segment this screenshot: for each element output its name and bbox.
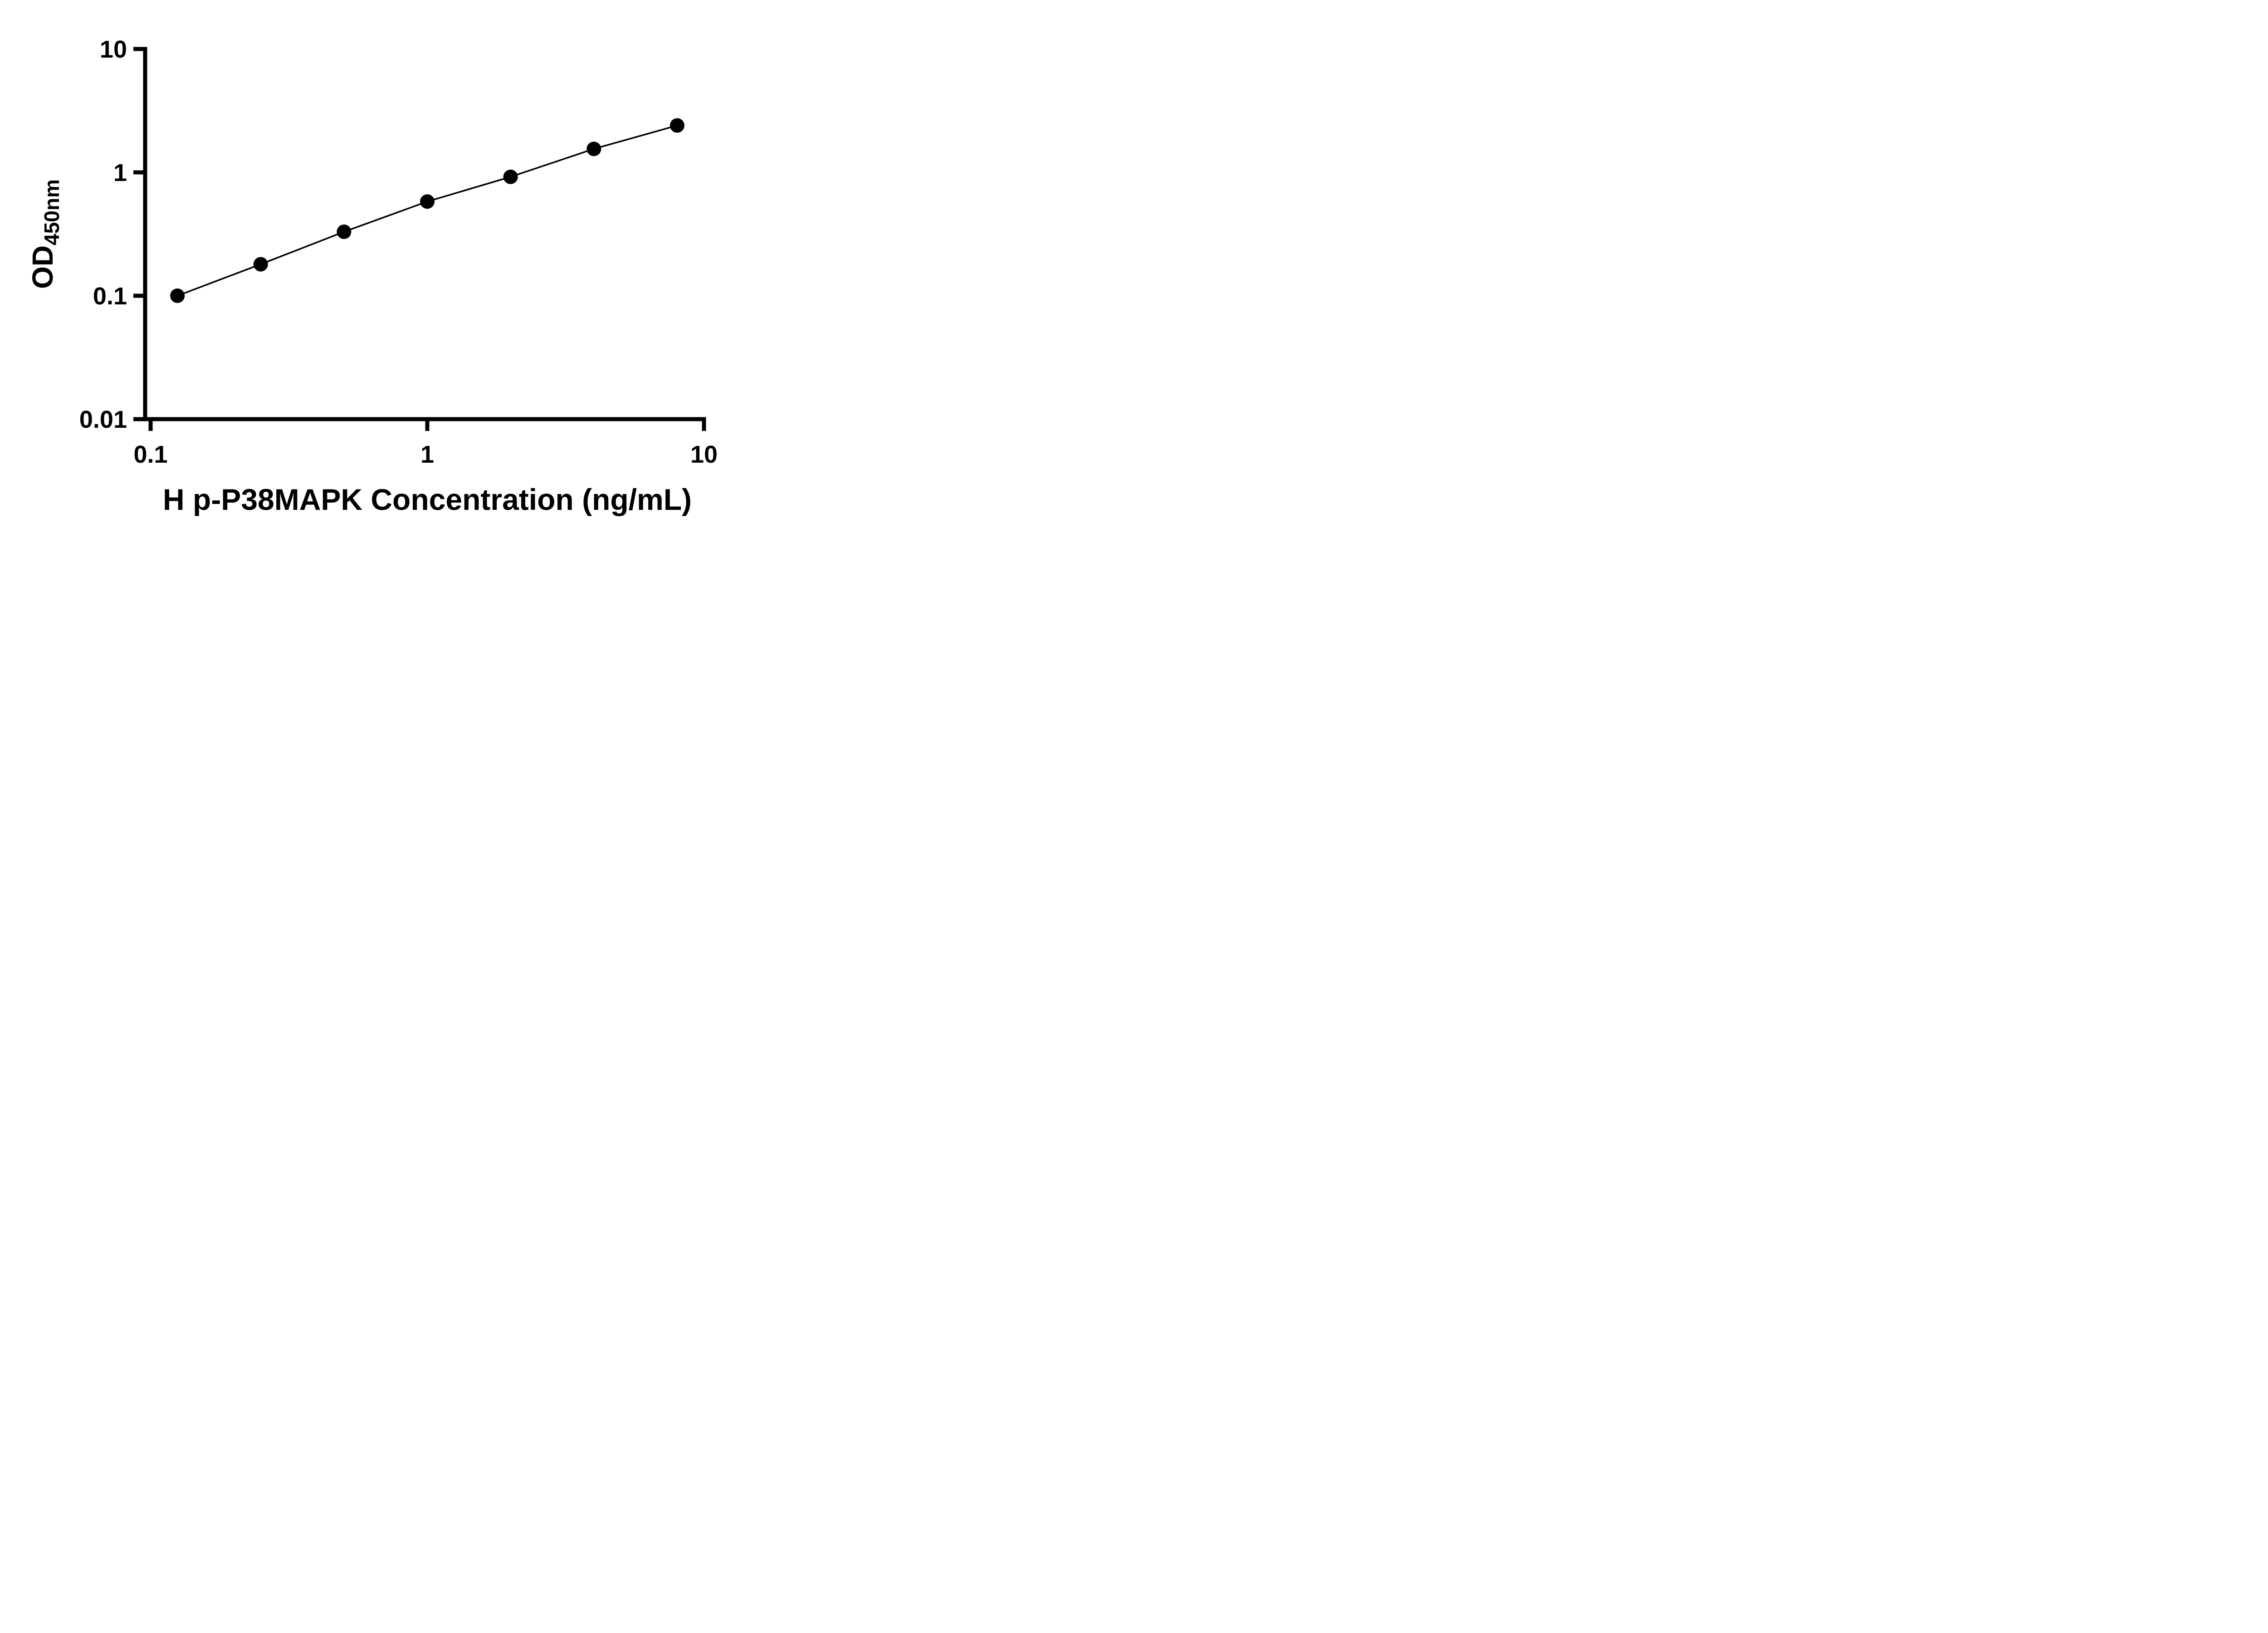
x-axis-title: H p-P38MAPK Concentration (ng/mL)	[163, 483, 692, 516]
data-point	[670, 118, 684, 133]
y-axis-title-subscript: 450nm	[40, 179, 64, 245]
y-axis-title: OD450nm	[26, 179, 64, 289]
data-point	[587, 142, 601, 156]
y-tick-label: 10	[100, 36, 127, 63]
y-tick-label: 0.1	[93, 283, 127, 310]
data-points	[170, 118, 684, 303]
data-point	[420, 194, 435, 209]
series-line	[177, 124, 678, 297]
y-tick-label: 0.01	[79, 406, 127, 433]
data-point	[253, 257, 268, 272]
standard-curve-line	[177, 124, 678, 297]
data-point	[503, 169, 518, 184]
x-tick-label: 10	[690, 441, 718, 468]
elisa-standard-curve-figure: 0.1 1 10 0.01 0.1 1 10 H p-P38MAPK Concentrati…	[0, 0, 776, 544]
axes	[143, 47, 706, 421]
y-axis-title-main: OD	[26, 245, 59, 289]
data-point	[170, 288, 185, 303]
axis-ticks	[133, 47, 706, 431]
x-tick-label: 0.1	[133, 441, 167, 468]
x-tick-label: 1	[420, 441, 434, 468]
data-point	[337, 224, 352, 239]
y-tick-label: 1	[113, 159, 127, 186]
